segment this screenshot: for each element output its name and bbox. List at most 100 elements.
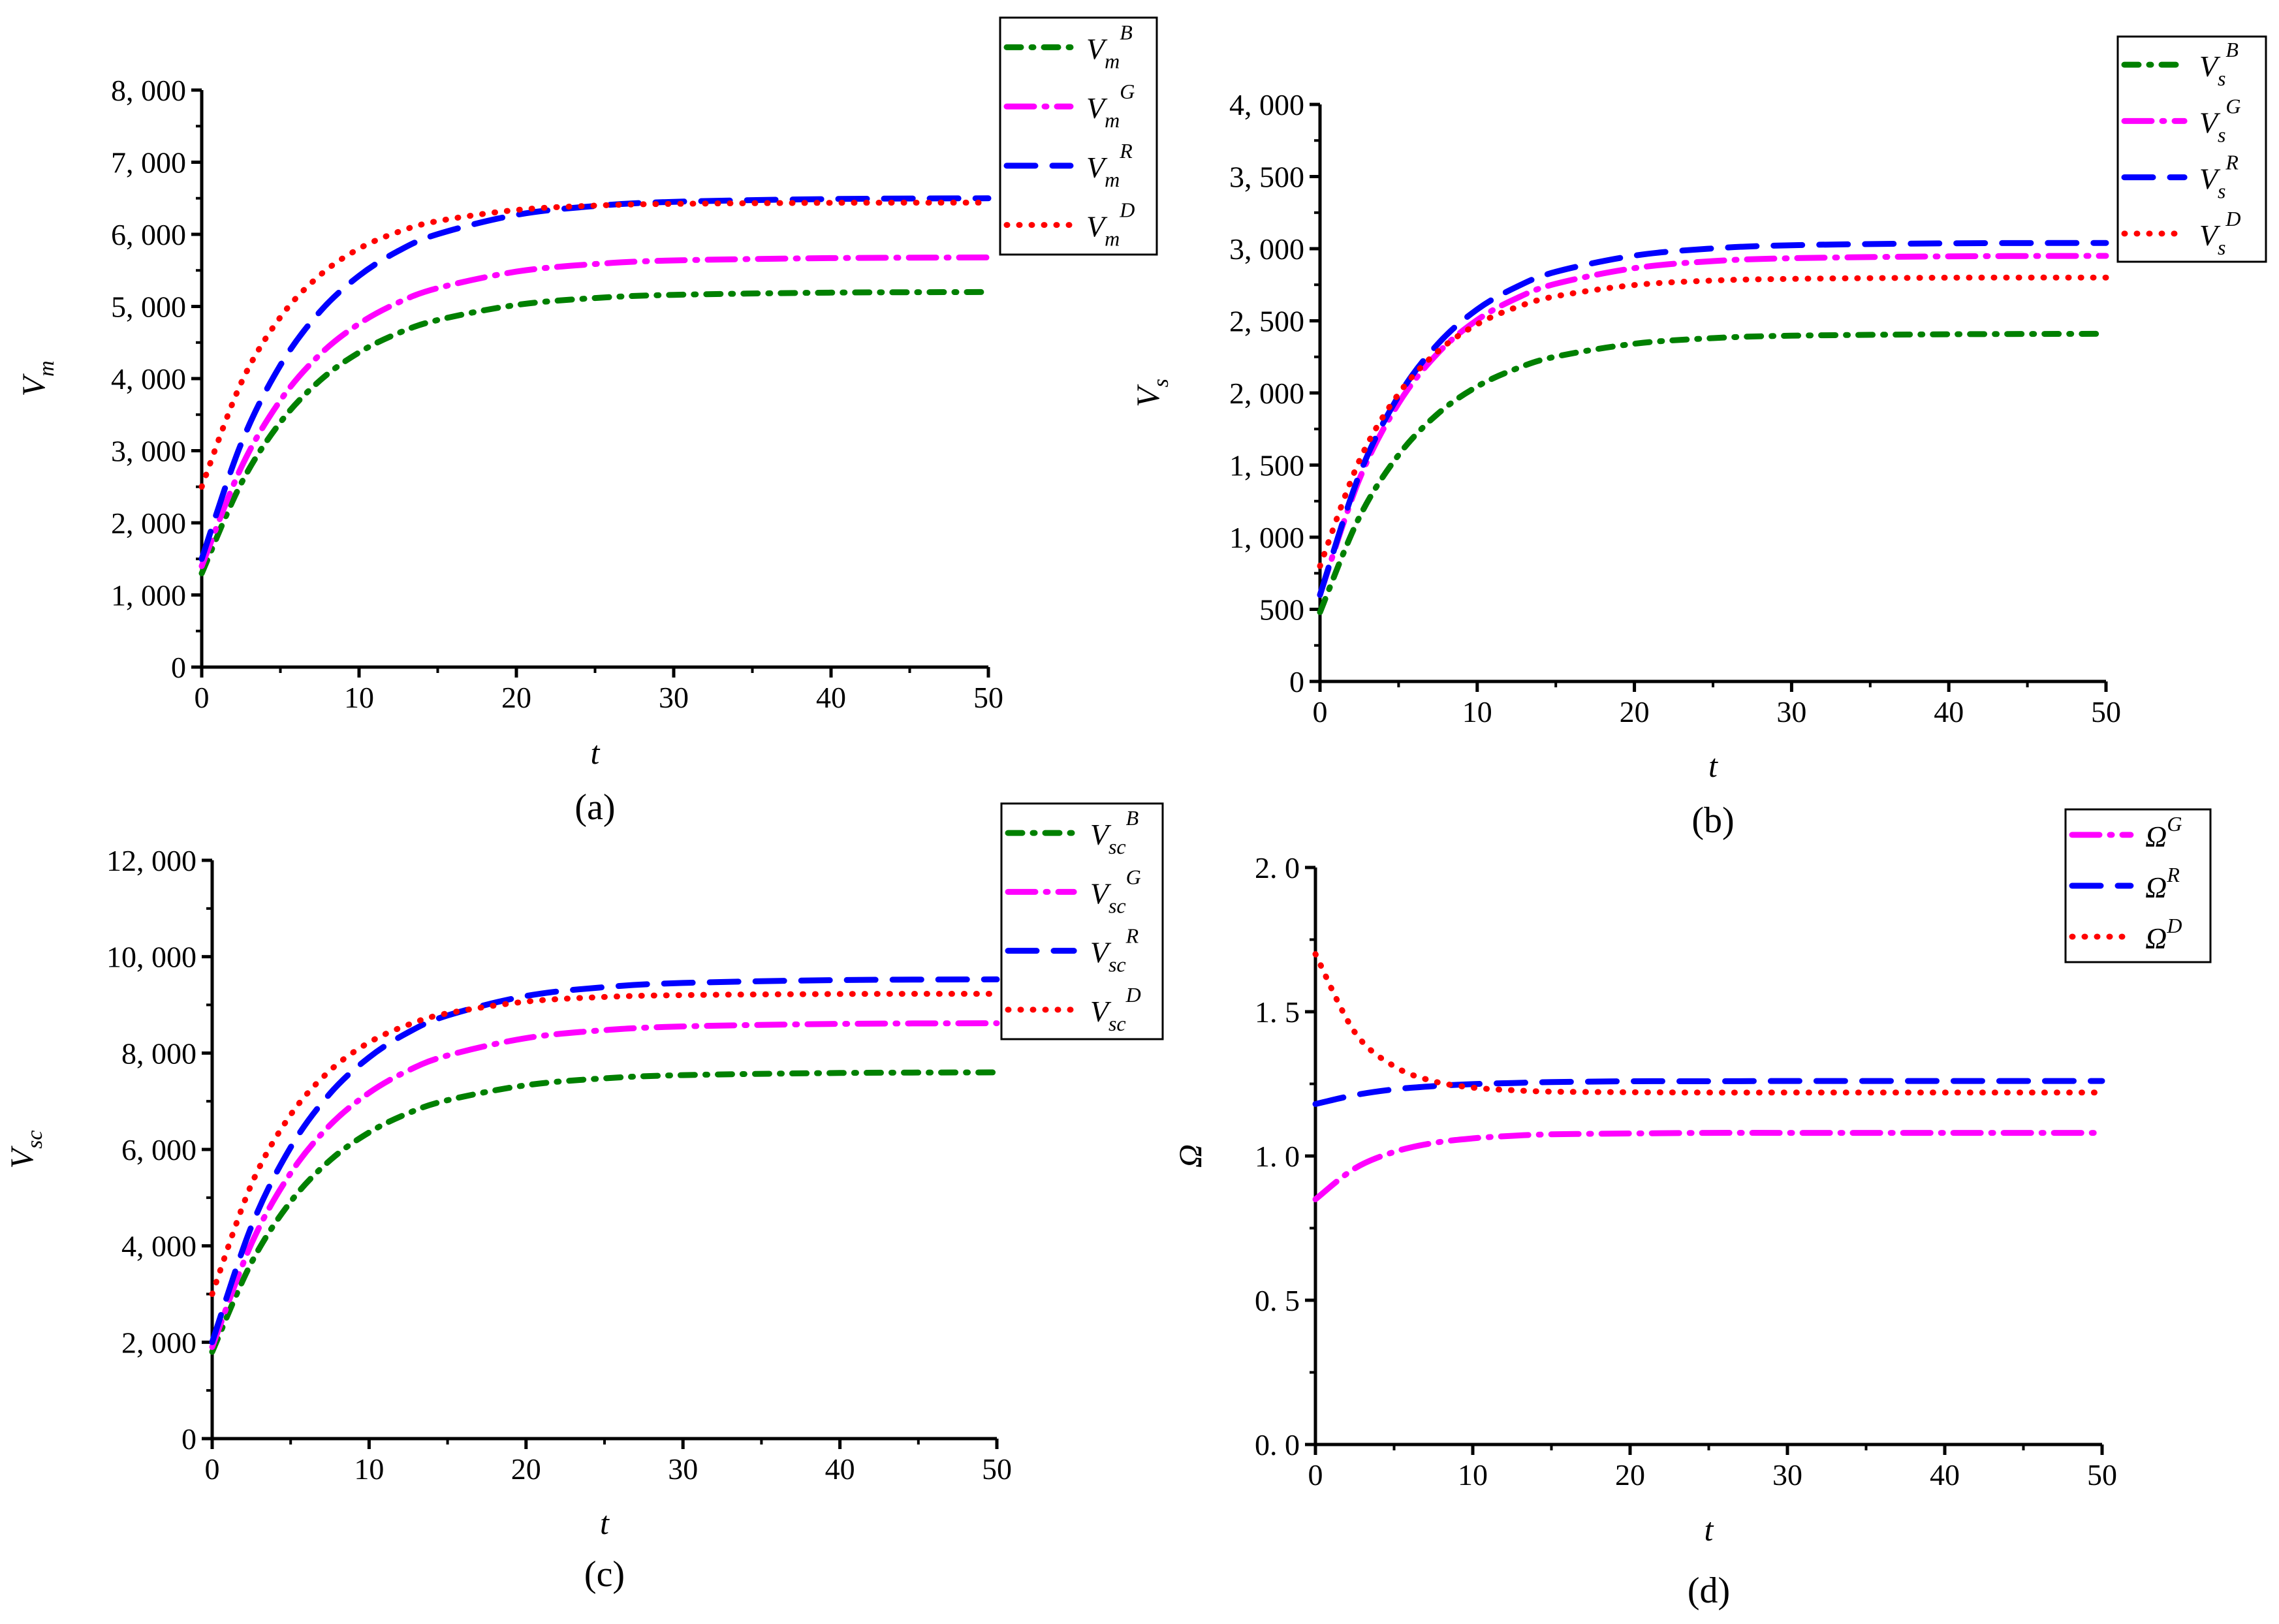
legend-label-sub: sc xyxy=(1108,894,1126,917)
legend-label: VsR xyxy=(2199,151,2239,203)
y-tick-label: 1. 0 xyxy=(1255,1140,1300,1173)
legend-label: ΩD xyxy=(2145,914,2182,955)
y-label-base: V xyxy=(3,1145,40,1168)
y-label-sub: m xyxy=(35,360,59,377)
legend-label-sup: G xyxy=(2167,812,2182,835)
legend-label: VmD xyxy=(1086,198,1135,251)
series-line-D xyxy=(198,199,992,490)
series-line-R xyxy=(209,976,1000,1345)
legend-label-base: V xyxy=(2199,163,2221,196)
x-tick-label: 10 xyxy=(344,681,374,714)
series-line-R xyxy=(1312,1078,2105,1107)
y-tick-label: 6, 000 xyxy=(111,218,186,251)
y-tick-label: 500 xyxy=(1259,593,1304,627)
legend-label-base: V xyxy=(2199,106,2221,139)
y-tick-label: 6, 000 xyxy=(121,1133,196,1166)
legend-label: VmB xyxy=(1086,20,1133,72)
series-line-D xyxy=(209,991,1000,1297)
y-tick-label: 3, 000 xyxy=(111,435,186,468)
x-tick-label: 50 xyxy=(973,681,1003,714)
legend-label: VsD xyxy=(2199,207,2241,259)
y-axis-label: Vs xyxy=(1129,379,1173,407)
y-tick-label: 7, 000 xyxy=(111,146,186,180)
x-axis-label: t xyxy=(1705,1511,1714,1548)
y-tick-label: 8, 000 xyxy=(111,74,186,107)
legend-label-sup: D xyxy=(1119,198,1135,222)
y-tick-label: 4, 000 xyxy=(111,362,186,396)
legend-label-sup: G xyxy=(1120,80,1135,103)
legend-label-sup: D xyxy=(1125,983,1141,1007)
legend-label-base: V xyxy=(2199,219,2221,252)
panel-caption: (d) xyxy=(1688,1570,1730,1611)
panel-c: 0 10 20 30 40 50 0 2, 000 4, 000 6, 000 8, 000 10, … xyxy=(3,802,1164,1595)
series-line-G xyxy=(198,254,992,569)
y-label-base: Ω xyxy=(1172,1144,1208,1168)
x-tick-label: 50 xyxy=(2087,1458,2117,1491)
legend-label-sup: D xyxy=(2166,914,2182,937)
legend-label-base: V xyxy=(1086,210,1108,243)
series-line-D xyxy=(1317,274,2109,569)
legend-label-sup: G xyxy=(2225,94,2240,117)
y-tick-label: 0. 5 xyxy=(1255,1284,1300,1317)
y-label-sub: sc xyxy=(23,1131,47,1149)
series-line-B xyxy=(1317,330,2109,616)
legend-label-sub: m xyxy=(1105,49,1120,72)
x-tick-label: 40 xyxy=(825,1452,855,1486)
legend-label-base: V xyxy=(1090,818,1112,851)
x-tick-label: 50 xyxy=(2091,695,2121,728)
series-line-B xyxy=(209,1069,1000,1355)
legend-label-sup: R xyxy=(1125,924,1139,948)
y-tick-label: 4, 000 xyxy=(1229,88,1304,121)
legend-label-sup: R xyxy=(1119,139,1133,163)
y-tick-label: 0. 0 xyxy=(1255,1428,1300,1461)
legend-label-base: Ω xyxy=(2145,820,2167,853)
panel-caption: (a) xyxy=(574,787,615,828)
x-tick-label: 10 xyxy=(1458,1458,1488,1491)
x-tick-label: 20 xyxy=(501,681,531,714)
legend-label-sub: m xyxy=(1105,108,1120,132)
y-tick-label: 10, 000 xyxy=(106,941,196,974)
legend-label: Vsc R xyxy=(1090,924,1139,976)
panel-a: 0 10 20 30 40 50 0 1, 000 2, 000 3, 000 4, 000 5, 0… xyxy=(15,16,1158,828)
legend-label: ΩR xyxy=(2145,863,2180,904)
legend-label-sup: G xyxy=(1126,865,1141,888)
y-tick-label: 0 xyxy=(1289,665,1304,698)
y-axis-label-text: Ω xyxy=(1172,1144,1208,1168)
legend-label-base: V xyxy=(2199,50,2221,83)
panel-d: 0 10 20 30 40 500. 00. 51. 01. 52. 0tΩ(d)ΩGΩR… xyxy=(1172,808,2212,1611)
x-tick-label: 40 xyxy=(816,681,846,714)
legend-label-sup: B xyxy=(2225,38,2239,61)
x-tick-label: 0 xyxy=(1308,1458,1323,1491)
legend-box xyxy=(999,16,1158,256)
legend-label: ΩG xyxy=(2145,812,2182,853)
y-tick-label: 2. 0 xyxy=(1255,851,1300,884)
y-axis-label-text: Vs xyxy=(1129,379,1173,407)
y-label-sub: s xyxy=(1149,379,1173,387)
x-tick-label: 0 xyxy=(1313,695,1328,728)
legend-label-sub: m xyxy=(1105,227,1120,251)
x-axis-label: t xyxy=(600,1505,610,1541)
legend-label-sub: s xyxy=(2218,236,2225,259)
series-line-D xyxy=(1312,951,2105,1096)
legend-label: VscB xyxy=(1090,806,1139,858)
x-tick-label: 20 xyxy=(1615,1458,1645,1491)
series-line-R xyxy=(1317,240,2109,598)
x-tick-label: 0 xyxy=(195,681,210,714)
y-axis-label: Vsc xyxy=(3,1131,47,1169)
legend-box xyxy=(1000,802,1164,1040)
x-tick-label: 30 xyxy=(659,681,689,714)
x-tick-label: 30 xyxy=(1772,1458,1802,1491)
legend-label: VsB xyxy=(2199,38,2239,90)
series-line-R xyxy=(198,195,992,562)
x-tick-label: 20 xyxy=(1620,695,1650,728)
legend-label: VmR xyxy=(1086,139,1133,191)
legend-label-sup: D xyxy=(2225,207,2240,230)
legend-label-base: V xyxy=(1086,32,1108,65)
series-line-G xyxy=(1317,253,2109,598)
y-tick-label: 2, 000 xyxy=(1229,377,1304,410)
